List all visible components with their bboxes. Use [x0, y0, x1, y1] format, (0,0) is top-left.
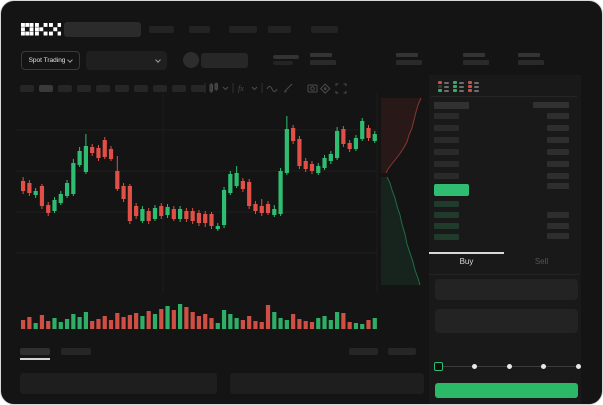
amount-input[interactable]	[435, 309, 578, 333]
pencil-icon[interactable]	[283, 83, 293, 93]
chart-tools-bar: fx	[204, 82, 347, 94]
slider-dot[interactable]	[472, 364, 477, 369]
buy-submit-button[interactable]	[435, 383, 578, 398]
svg-text:fx: fx	[238, 84, 244, 93]
order-book-row[interactable]	[547, 161, 569, 167]
bottom-tab[interactable]	[61, 348, 91, 355]
nav-item[interactable]	[311, 26, 338, 33]
avatar[interactable]	[183, 52, 199, 68]
candles-layer	[21, 116, 377, 231]
order-book-row[interactable]	[434, 201, 459, 207]
chevron-down-icon	[155, 56, 161, 63]
timeframe-pill[interactable]	[96, 85, 110, 92]
order-book-row[interactable]	[547, 212, 569, 218]
timeframe-pill[interactable]	[134, 85, 148, 92]
orderbook-view-all-icon[interactable]	[438, 81, 449, 93]
pair-select-dropdown[interactable]	[86, 51, 167, 70]
search-input[interactable]	[64, 22, 141, 37]
nav-item[interactable]	[229, 26, 257, 33]
okx-logo[interactable]	[21, 23, 61, 36]
candlestick-chart[interactable]	[15, 93, 429, 333]
order-book-row[interactable]	[434, 125, 459, 131]
timeframe-pill[interactable]	[77, 85, 91, 92]
orderbook-view-sells-icon[interactable]	[468, 81, 479, 93]
order-book-row[interactable]	[547, 125, 569, 131]
timeframe-pill[interactable]	[172, 85, 186, 92]
bottom-action-skeleton[interactable]	[349, 348, 378, 355]
slider-dot[interactable]	[541, 364, 546, 369]
order-book-row[interactable]	[547, 137, 569, 143]
active-tab-indicator	[429, 252, 504, 254]
order-book-row[interactable]	[434, 113, 459, 119]
bottom-tab-active[interactable]	[20, 348, 50, 355]
active-tab-underline	[20, 358, 50, 360]
order-book-row[interactable]	[547, 183, 569, 189]
orderbook-view-buys-icon[interactable]	[453, 81, 464, 93]
chevron-down-icon	[67, 56, 74, 63]
market-type-label: Spot Trading	[28, 57, 66, 64]
order-book-row[interactable]	[547, 223, 569, 229]
last-price-highlight[interactable]	[434, 184, 469, 196]
bottom-action-skeleton[interactable]	[388, 348, 416, 355]
order-book-row[interactable]	[434, 212, 459, 218]
fullscreen-icon[interactable]	[335, 83, 347, 94]
order-book-row[interactable]	[434, 102, 469, 109]
wave-line-icon[interactable]	[266, 86, 278, 92]
order-book-row[interactable]	[547, 173, 569, 179]
volume-bars	[21, 304, 377, 329]
candle-type-icon[interactable]	[209, 82, 218, 94]
timeframe-pill[interactable]	[20, 85, 34, 92]
tag-icon[interactable]	[319, 83, 331, 94]
camera-icon[interactable]	[307, 84, 318, 93]
tab-sell[interactable]: Sell	[534, 257, 549, 266]
header-action-button[interactable]	[201, 53, 248, 68]
order-book-row[interactable]	[533, 102, 569, 108]
order-book-row[interactable]	[547, 113, 569, 119]
timeframe-pill[interactable]	[191, 85, 205, 92]
depth-chart	[381, 97, 422, 286]
order-book-row[interactable]	[434, 234, 459, 240]
timeframe-pill[interactable]	[58, 85, 72, 92]
timeframe-pill[interactable]	[115, 85, 129, 92]
order-book-row[interactable]	[434, 173, 459, 179]
order-book-row[interactable]	[547, 149, 569, 155]
indicators-icon[interactable]: fx	[238, 84, 244, 93]
nav-item[interactable]	[149, 26, 174, 33]
buy-sell-tabbar	[429, 252, 579, 275]
order-book-row[interactable]	[434, 137, 459, 143]
orders-panel-skeleton	[20, 373, 217, 394]
price-input[interactable]	[435, 279, 578, 300]
market-type-dropdown[interactable]: Spot Trading	[21, 51, 80, 70]
tab-buy[interactable]: Buy	[459, 257, 474, 266]
chevron-down-icon[interactable]	[222, 86, 229, 91]
nav-item[interactable]	[268, 26, 291, 33]
slider-handle[interactable]	[434, 362, 443, 371]
order-book-row[interactable]	[434, 149, 459, 155]
header	[1, 1, 602, 47]
timeframe-pill[interactable]	[39, 85, 53, 92]
order-book-row[interactable]	[547, 233, 569, 239]
menu-lines-skeleton[interactable]	[273, 55, 299, 65]
slider-dot[interactable]	[507, 364, 512, 369]
order-book-row[interactable]	[434, 161, 459, 167]
orders-panel-skeleton	[230, 373, 424, 394]
chevron-down-icon[interactable]	[251, 86, 258, 91]
order-book-row[interactable]	[434, 223, 459, 229]
nav-item[interactable]	[189, 26, 210, 33]
slider-dot[interactable]	[576, 364, 581, 369]
divider	[431, 96, 577, 97]
timeframe-pill[interactable]	[153, 85, 167, 92]
